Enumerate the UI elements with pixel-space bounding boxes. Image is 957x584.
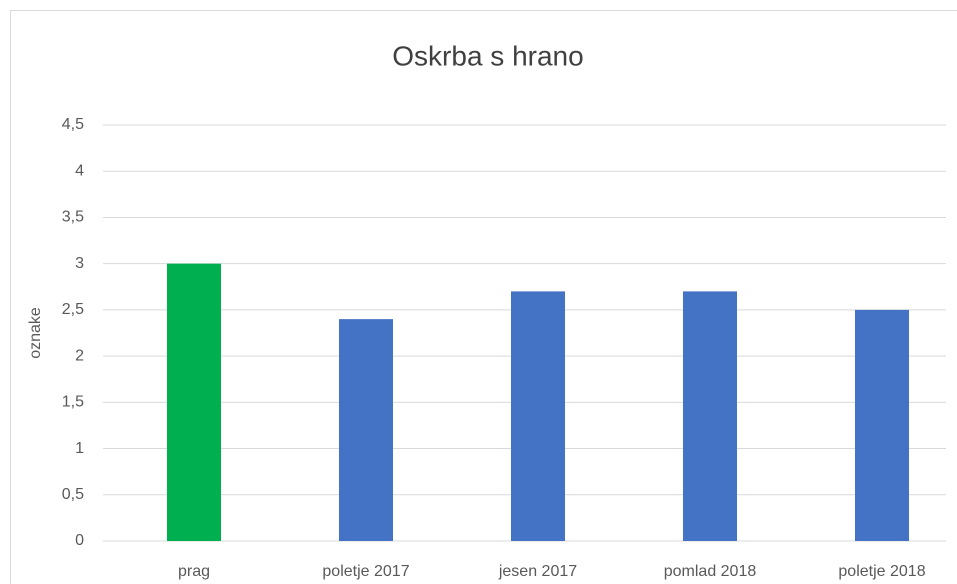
- chart-title: Oskrba s hrano: [392, 40, 583, 71]
- y-tick-label: 2,5: [62, 301, 84, 318]
- x-tick-label: prag: [178, 563, 210, 580]
- bar: [855, 309, 909, 541]
- y-tick-label: 2: [75, 347, 84, 364]
- bar: [339, 319, 393, 541]
- y-tick-label: 3: [75, 255, 84, 272]
- x-tick-label: poletje 2017: [322, 563, 409, 580]
- chart-frame: [10, 10, 957, 584]
- y-tick-label: 4,5: [62, 116, 84, 133]
- y-axis-label: oznake: [27, 307, 44, 359]
- y-tick-label: 0: [75, 532, 84, 549]
- y-tick-label: 1,5: [62, 394, 84, 411]
- bar: [683, 291, 737, 541]
- y-tick-label: 0,5: [62, 486, 84, 503]
- bar: [511, 291, 565, 541]
- x-tick-label: jesen 2017: [498, 563, 577, 580]
- y-tick-label: 4: [75, 162, 84, 179]
- y-tick-label: 1: [75, 440, 84, 457]
- bar: [167, 263, 221, 541]
- x-tick-label: poletje 2018: [838, 563, 925, 580]
- x-tick-label: pomlad 2018: [664, 563, 757, 580]
- y-tick-label: 3,5: [62, 209, 84, 226]
